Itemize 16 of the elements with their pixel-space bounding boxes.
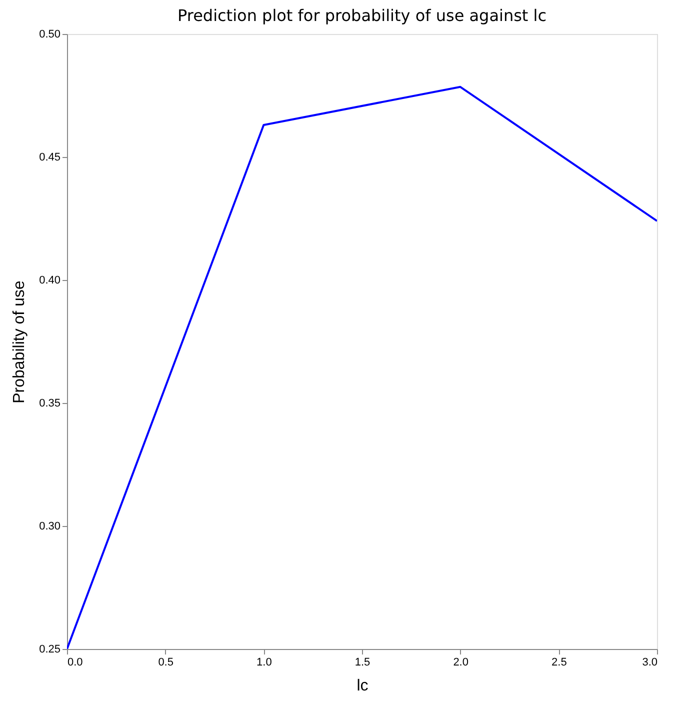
y-axis-title: Probability of use (11, 280, 28, 404)
y-tick-label: 0.25 (39, 644, 60, 656)
x-tick-label: 2.5 (552, 656, 567, 668)
x-tick-label: 0.5 (158, 656, 174, 668)
y-tick-label: 0.45 (39, 152, 60, 164)
y-tick-label: 0.40 (39, 274, 60, 286)
x-axis-title: lc (356, 678, 368, 694)
x-tick-label: 2.0 (453, 656, 468, 668)
y-tick-label: 0.50 (39, 28, 60, 40)
chart-title: Prediction plot for probability of use against lc (177, 6, 547, 25)
x-tick-label: 3.0 (642, 656, 658, 668)
y-tick-label: 0.35 (39, 398, 60, 410)
x-tick-label: 1.5 (354, 656, 370, 668)
x-tick-label: 1.0 (256, 656, 272, 668)
x-tick-label: 0.0 (68, 656, 83, 668)
y-tick-label: 0.30 (39, 520, 60, 532)
